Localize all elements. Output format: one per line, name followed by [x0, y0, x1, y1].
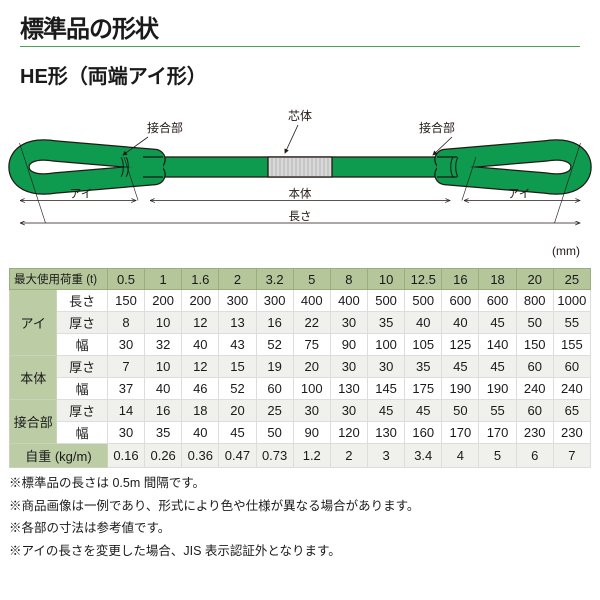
svg-text:アイ: アイ: [508, 189, 530, 201]
svg-text:接合部: 接合部: [419, 120, 455, 135]
svg-text:(mm): (mm): [552, 244, 580, 258]
svg-text:本体: 本体: [289, 187, 312, 201]
svg-text:長さ: 長さ: [289, 210, 312, 223]
svg-text:芯体: 芯体: [288, 109, 312, 123]
svg-text:接合部: 接合部: [147, 120, 183, 135]
svg-text:アイ: アイ: [70, 189, 92, 201]
